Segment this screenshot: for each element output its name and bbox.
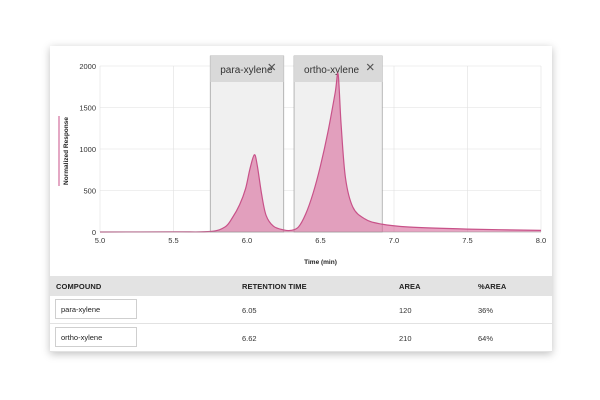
- series-area: [100, 73, 541, 232]
- y-tick-label: 2000: [79, 62, 96, 71]
- retention-time-value: 6.05: [242, 306, 257, 315]
- x-tick-label: 6.5: [315, 236, 325, 245]
- header-retention-time: RETENTION TIME: [242, 282, 307, 291]
- compound-name-field[interactable]: para-xylene: [55, 299, 137, 319]
- peak-region-label: ortho-xylene: [304, 65, 359, 76]
- header-pct-area: %AREA: [478, 282, 507, 291]
- x-tick-label: 5.0: [95, 236, 105, 245]
- retention-time-value: 6.62: [242, 334, 257, 343]
- pct-area-value: 64%: [478, 334, 494, 343]
- y-tick-label: 500: [83, 187, 96, 196]
- area-value: 210: [399, 334, 412, 343]
- y-tick-label: 1000: [79, 145, 96, 154]
- x-tick-label: 8.0: [536, 236, 546, 245]
- x-tick-label: 5.5: [168, 236, 178, 245]
- header-area: AREA: [399, 282, 421, 291]
- compound-name-field[interactable]: ortho-xylene: [55, 327, 137, 347]
- peak-region-label: para-xylene: [220, 65, 273, 76]
- header-compound: COMPOUND: [56, 282, 102, 291]
- x-tick-label: 7.0: [389, 236, 399, 245]
- area-value: 120: [399, 306, 412, 315]
- y-tick-label: 1500: [79, 104, 96, 113]
- table-header: COMPOUND RETENTION TIME AREA %AREA: [50, 276, 552, 296]
- x-tick-label: 7.5: [462, 236, 472, 245]
- chromatogram-card: para-xylene ortho-xylene 5.0 5.5 6.0 6.5 7.0 7.…: [50, 46, 552, 352]
- pct-area-value: 36%: [478, 306, 494, 315]
- table-row: para-xylene 6.05 120 36%: [50, 296, 552, 324]
- close-icon[interactable]: [366, 63, 374, 71]
- y-tick-label: 0: [92, 228, 96, 237]
- y-axis-title: Normalized Response: [63, 117, 70, 185]
- series-line: [99, 72, 542, 233]
- compound-table: COMPOUND RETENTION TIME AREA %AREA para-…: [50, 276, 552, 352]
- table-row: ortho-xylene 6.62 210 64%: [50, 324, 552, 352]
- close-icon[interactable]: [268, 63, 276, 71]
- x-tick-label: 6.0: [242, 236, 252, 245]
- peak-region-header: [210, 56, 284, 82]
- chromatogram-chart: para-xylene ortho-xylene 5.0 5.5 6.0 6.5 7.0 7.…: [50, 46, 552, 274]
- x-axis-title: Time (min): [304, 259, 337, 266]
- chart-svg: para-xylene ortho-xylene 5.0 5.5 6.0 6.5 7.0 7.…: [58, 55, 546, 266]
